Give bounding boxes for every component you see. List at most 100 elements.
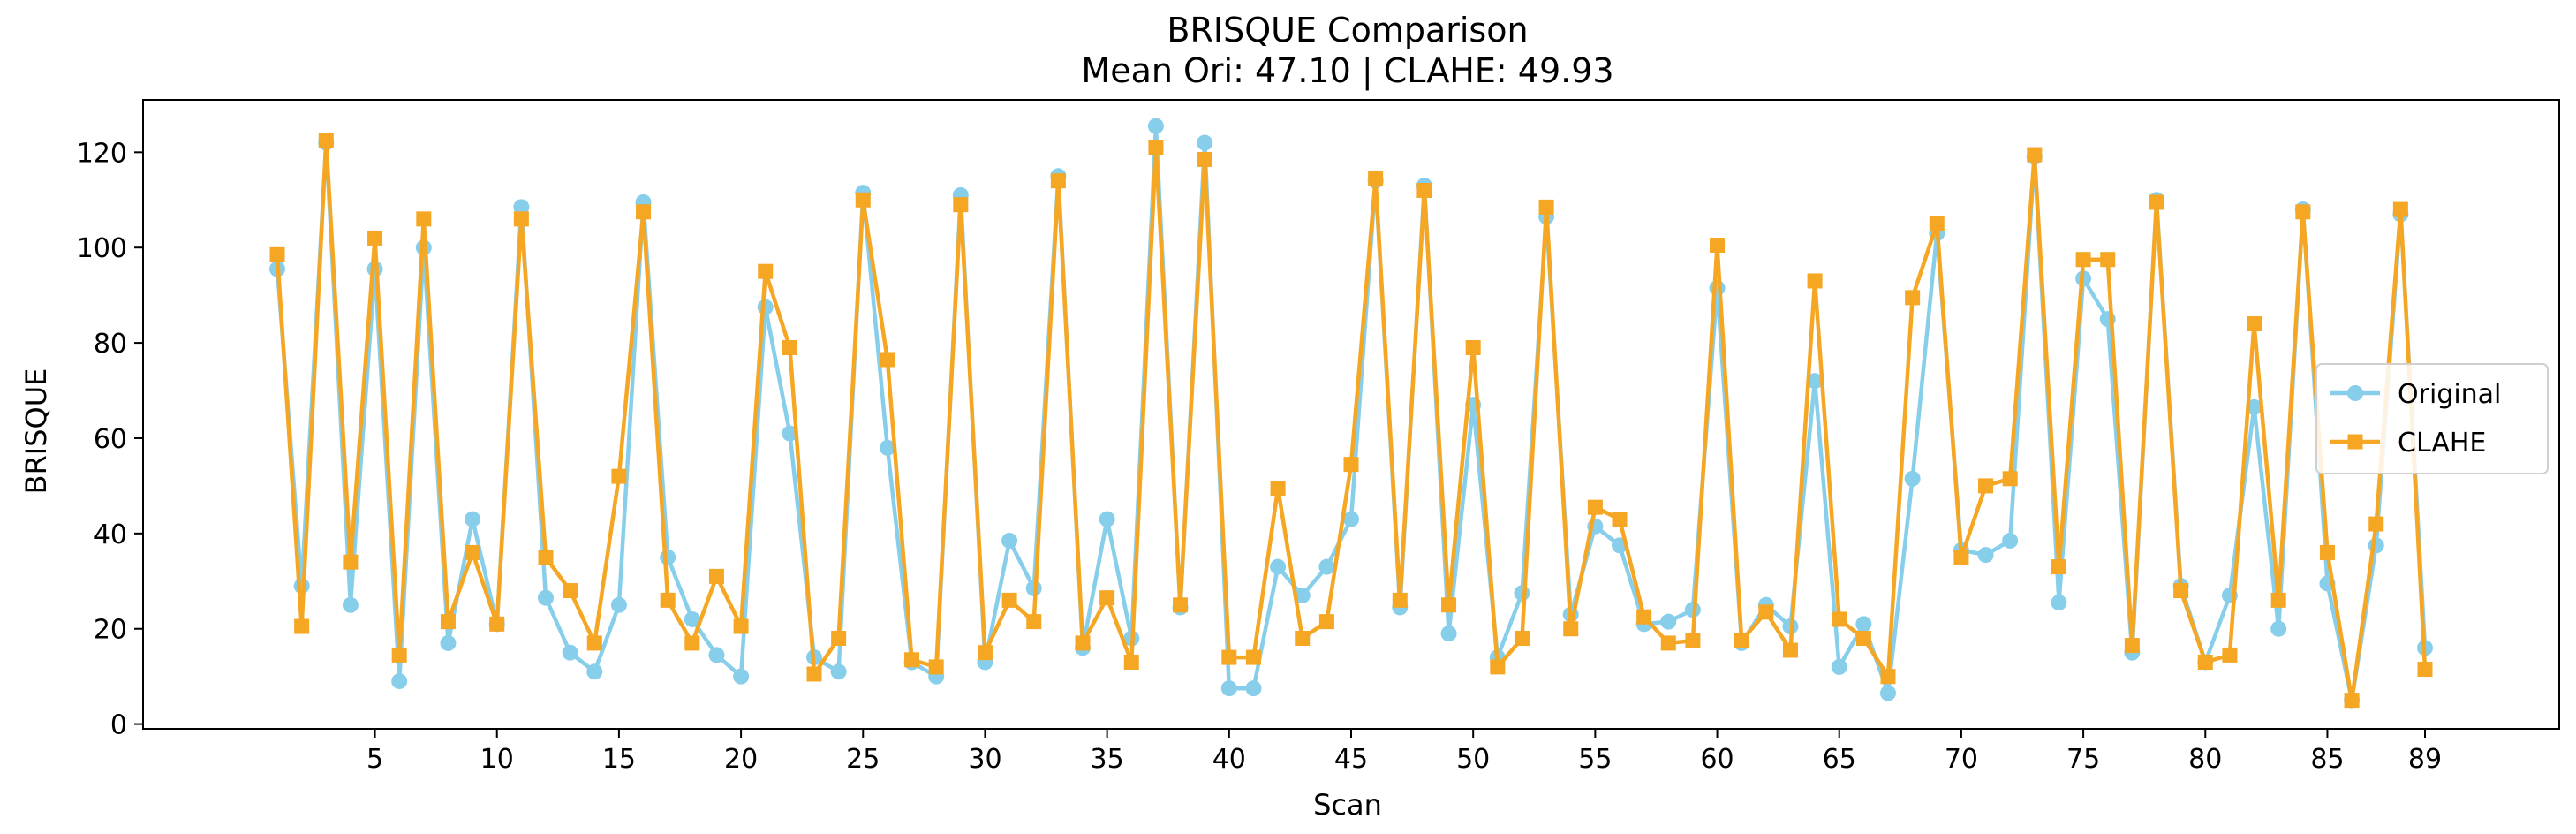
y-tick-label: 100 (77, 233, 127, 264)
x-tick-label: 70 (1945, 744, 1978, 775)
data-point (343, 554, 359, 570)
data-point (1050, 173, 1066, 189)
legend-marker (2347, 385, 2363, 401)
data-point (1270, 481, 1286, 497)
x-tick-label: 55 (1578, 744, 1612, 775)
data-point (1001, 532, 1018, 549)
data-point (2197, 654, 2213, 670)
legend-marker (2347, 434, 2363, 450)
data-point (465, 544, 480, 560)
data-point (1197, 151, 1212, 167)
plot-area: 0 20 40 60 80 100 120 5 10 15 20 25 30 35 40 45 50 55 60 65… (77, 99, 2560, 775)
data-point (1001, 592, 1017, 608)
x-tick-label: 25 (846, 744, 880, 775)
data-point (1318, 558, 1335, 575)
data-point (1173, 597, 1189, 613)
data-point (391, 673, 408, 690)
x-tick-label: 35 (1091, 744, 1124, 775)
chart-subtitle: Mean Ori: 47.10 | CLAHE: 49.93 (1081, 51, 1613, 91)
data-point (1147, 118, 1164, 134)
data-point (733, 668, 750, 685)
data-point (416, 211, 432, 227)
y-tick-label: 80 (94, 329, 127, 360)
x-tick-label: 65 (1823, 744, 1856, 775)
data-point (953, 197, 969, 213)
data-point (2124, 638, 2140, 654)
y-tick-label: 20 (94, 615, 127, 646)
data-point (562, 644, 578, 661)
data-point (2002, 471, 2018, 487)
data-point (294, 618, 310, 634)
data-point (1123, 654, 1139, 670)
data-point (611, 468, 627, 484)
series-markers-original (269, 118, 2433, 709)
data-point (586, 635, 602, 651)
data-point (1660, 613, 1677, 630)
data-point (758, 263, 774, 279)
data-point (1197, 134, 1213, 151)
data-point (1490, 659, 1506, 675)
data-point (2392, 201, 2408, 217)
data-point (1294, 587, 1311, 603)
data-point (1270, 558, 1287, 575)
data-point (2002, 532, 2019, 549)
data-point (1392, 592, 1408, 608)
data-point (465, 511, 481, 527)
data-point (782, 425, 798, 442)
data-point (1612, 512, 1628, 527)
x-tick-label: 30 (968, 744, 1001, 775)
data-point (318, 133, 334, 148)
x-tick-label: 60 (1700, 744, 1734, 775)
data-point (880, 352, 895, 368)
data-point (1855, 616, 1872, 633)
data-point (2100, 252, 2116, 268)
data-point (2295, 204, 2311, 220)
data-point (1440, 626, 1457, 642)
legend-label-clahe: CLAHE (2398, 428, 2486, 459)
data-point (1026, 614, 1042, 630)
data-point (636, 204, 652, 220)
data-point (2051, 595, 2067, 611)
data-point (1831, 658, 1847, 675)
data-point (1538, 199, 1554, 215)
data-point (1148, 140, 1164, 155)
data-point (782, 339, 797, 355)
x-tick-label: 5 (366, 744, 383, 775)
data-point (1880, 669, 1896, 685)
data-point (684, 610, 700, 627)
y-tick-label: 60 (94, 424, 127, 455)
data-point (1441, 597, 1457, 613)
data-point (1807, 273, 1823, 289)
data-point (830, 663, 847, 680)
data-point (391, 647, 407, 663)
y-tick-label: 40 (94, 519, 127, 550)
data-point (977, 645, 993, 661)
data-point (2319, 544, 2335, 560)
data-point (660, 592, 676, 608)
data-point (1318, 614, 1334, 630)
x-tick-label: 10 (480, 744, 514, 775)
data-point (1416, 182, 1432, 198)
data-point (2247, 316, 2262, 332)
x-tick-label: 45 (1334, 744, 1368, 775)
data-point (879, 439, 895, 456)
data-point (855, 192, 871, 208)
data-point (757, 299, 774, 315)
data-point (440, 614, 456, 630)
data-point (1295, 631, 1311, 647)
data-point (1099, 511, 1115, 527)
data-point (733, 618, 749, 634)
x-axis-label: Scan (1313, 788, 1382, 822)
data-point (1880, 685, 1896, 701)
x-tick-label: 85 (2310, 744, 2344, 775)
data-point (1245, 680, 1262, 697)
data-point (2417, 662, 2433, 678)
data-point (489, 616, 505, 632)
data-point (708, 647, 725, 663)
x-tick-label: 75 (2066, 744, 2100, 775)
data-point (2027, 147, 2043, 163)
data-point (1514, 631, 1530, 647)
data-point (1221, 649, 1237, 665)
data-point (367, 230, 383, 246)
